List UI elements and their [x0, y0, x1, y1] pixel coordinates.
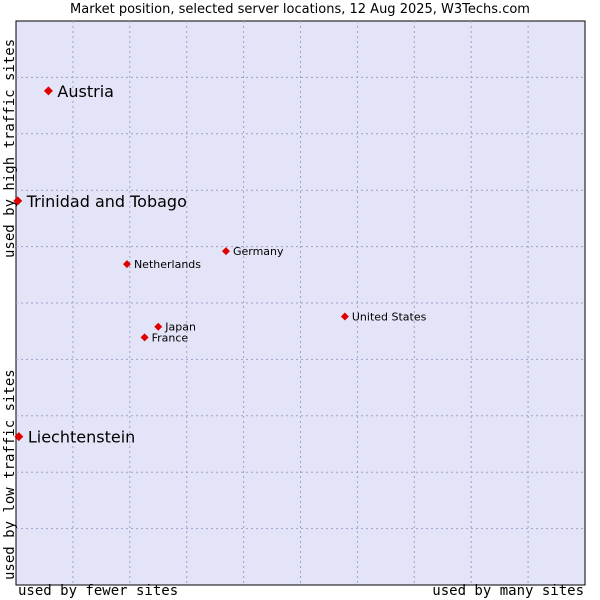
point-label: Japan	[164, 321, 196, 334]
point-marker	[122, 260, 131, 269]
point-marker	[221, 247, 230, 256]
point-label: United States	[352, 311, 427, 324]
point-label: Netherlands	[134, 258, 201, 271]
point-label: Trinidad and Tobago	[26, 192, 187, 211]
data-point-france: France	[140, 331, 189, 344]
data-point-trinidad-and-tobago: Trinidad and Tobago	[13, 192, 187, 211]
point-label: Liechtenstein	[28, 428, 135, 447]
data-point-liechtenstein: Liechtenstein	[14, 428, 135, 447]
data-point-japan: Japan	[154, 321, 196, 334]
data-point-united-states: United States	[340, 311, 427, 324]
x-axis-label-right: used by many sites	[432, 583, 584, 599]
point-label: Germany	[233, 245, 284, 258]
chart-title: Market position, selected server locatio…	[70, 2, 530, 17]
point-marker	[14, 432, 24, 442]
point-label: France	[152, 331, 189, 344]
data-point-austria: Austria	[43, 82, 114, 101]
point-label: Austria	[57, 82, 114, 101]
points-layer: Austria Trinidad and Tobago Germany Netherl…	[13, 82, 427, 447]
point-marker	[140, 333, 149, 342]
data-point-germany: Germany	[221, 245, 284, 258]
data-point-netherlands: Netherlands	[122, 258, 201, 271]
point-marker	[13, 196, 23, 206]
x-axis-label-left: used by fewer sites	[18, 583, 179, 599]
point-marker	[43, 86, 53, 96]
point-marker	[340, 312, 349, 321]
y-axis-label-top: used by high traffic sites	[2, 38, 18, 258]
point-marker	[154, 322, 163, 331]
y-axis-label-bottom: used by low traffic sites	[2, 369, 18, 580]
grid-layer	[16, 21, 585, 585]
